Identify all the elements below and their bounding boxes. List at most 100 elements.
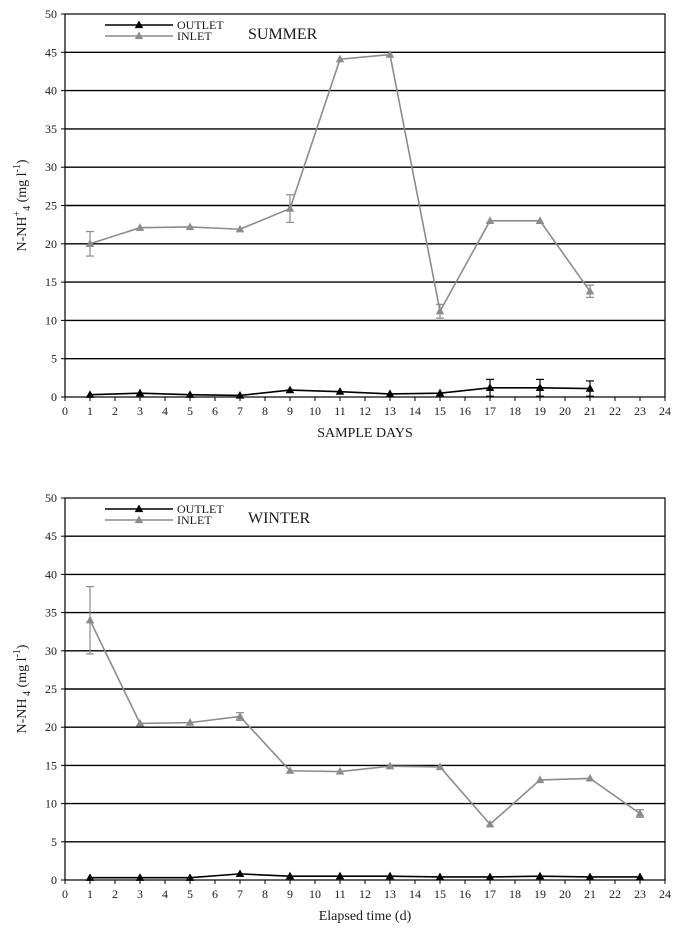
winter-data-point [635, 809, 645, 817]
summer-data-point [285, 385, 295, 394]
summer-data-point [435, 388, 445, 397]
summer-data-point [235, 224, 245, 233]
winter-data-point [285, 871, 295, 880]
winter-x-tick-label: 13 [384, 887, 396, 901]
summer-x-tick-label: 19 [534, 404, 546, 418]
winter-data-point [285, 766, 295, 774]
summer-x-tick-label: 4 [162, 404, 168, 418]
summer-x-tick-label: 18 [509, 404, 521, 418]
summer-data-point [85, 390, 95, 398]
summer-data-point [385, 50, 395, 58]
winter-data-point [85, 615, 95, 624]
winter-x-tick-label: 16 [459, 887, 471, 901]
winter-data-point [235, 869, 245, 878]
summer-series-outlet [85, 378, 595, 399]
winter-x-tick-label: 1 [87, 887, 93, 901]
summer-data-point [185, 390, 195, 398]
summer-y-tick-label: 50 [45, 7, 57, 21]
summer-y-tick-label: 40 [45, 84, 57, 98]
summer-x-tick-label: 21 [584, 404, 596, 418]
winter-x-tick-label: 21 [584, 887, 596, 901]
winter-x-tick-label: 19 [534, 887, 546, 901]
winter-series-inlet [85, 586, 645, 828]
winter-y-tick-label: 30 [45, 644, 57, 658]
winter-x-tick-label: 15 [434, 887, 446, 901]
winter-x-tick-label: 7 [237, 887, 243, 901]
winter-series-line [90, 873, 640, 879]
winter-x-tick-label: 22 [609, 887, 621, 901]
winter-series-outlet [85, 869, 645, 881]
summer-x-tick-label: 1 [87, 404, 93, 418]
winter-legend-label: INLET [177, 513, 212, 527]
summer-x-tick-label: 23 [634, 404, 646, 418]
winter-data-point [535, 871, 545, 880]
winter-y-tick-label: 5 [51, 835, 57, 849]
winter-data-point [335, 871, 345, 880]
summer-legend-label: INLET [177, 29, 212, 43]
summer-data-point [585, 286, 595, 295]
summer-chart-title: SUMMER [248, 26, 318, 43]
summer-data-point [435, 306, 445, 315]
summer-data-point [185, 222, 195, 231]
summer-x-tick-label: 2 [112, 404, 118, 418]
summer-y-tick-label: 45 [45, 45, 57, 59]
summer-y-tick-label: 15 [45, 275, 57, 289]
summer-data-point [485, 383, 495, 391]
summer-series-line [89, 53, 591, 314]
winter-legend-label: OUTLET [177, 502, 224, 516]
winter-data-point [485, 872, 495, 881]
summer-x-tick-label: 5 [187, 404, 193, 418]
winter-data-point [435, 872, 445, 881]
winter-data-point [135, 873, 145, 881]
summer-y-tick-label: 20 [45, 237, 57, 251]
summer-y-tick-label: 35 [45, 122, 57, 136]
winter-x-tick-label: 14 [409, 887, 421, 901]
summer-data-point [385, 389, 395, 398]
winter-x-tick-label: 3 [137, 887, 143, 901]
winter-series-line [89, 619, 641, 826]
summer-x-tick-label: 24 [659, 404, 671, 418]
summer-data-point [335, 387, 345, 395]
winter-y-tick-label: 15 [45, 758, 57, 772]
winter-y-tick-label: 0 [51, 873, 57, 887]
summer-data-point [285, 204, 295, 212]
summer-x-tick-label: 20 [559, 404, 571, 418]
summer-y-tick-label: 5 [51, 352, 57, 366]
winter-x-tick-label: 24 [659, 887, 671, 901]
summer-data-point [535, 216, 545, 224]
summer-x-tick-label: 11 [334, 404, 346, 418]
summer-x-tick-label: 13 [384, 404, 396, 418]
summer-x-tick-label: 22 [609, 404, 621, 418]
winter-data-point [585, 872, 595, 881]
summer-y-tick-label: 0 [51, 390, 57, 404]
summer-data-point [135, 223, 145, 231]
summer-x-tick-label: 9 [287, 404, 293, 418]
winter-data-point [135, 718, 145, 727]
winter-x-tick-label: 10 [309, 887, 321, 901]
summer-data-point [535, 383, 545, 391]
winter-chart-title: WINTER [248, 510, 311, 527]
winter-x-tick-label: 23 [634, 887, 646, 901]
winter-data-point [235, 712, 245, 720]
winter-x-tick-label: 11 [334, 887, 346, 901]
summer-legend-marker [134, 20, 144, 29]
winter-data-point [185, 873, 195, 881]
summer-x-tick-label: 12 [359, 404, 371, 418]
winter-data-point [485, 819, 495, 828]
summer-x-tick-label: 8 [262, 404, 268, 418]
winter-legend-marker [134, 515, 144, 524]
winter-y-tick-label: 35 [45, 606, 57, 620]
winter-data-point [335, 767, 345, 775]
winter-x-tick-label: 6 [212, 887, 218, 901]
winter-x-tick-label: 5 [187, 887, 193, 901]
winter-data-point [635, 872, 645, 881]
winter-x-tick-label: 8 [262, 887, 268, 901]
summer-series-inlet [85, 50, 595, 319]
winter-y-tick-label: 10 [45, 797, 57, 811]
summer-y-tick-label: 10 [45, 313, 57, 327]
winter-x-axis-label: Elapsed time (d) [319, 909, 412, 924]
winter-data-point [385, 871, 395, 880]
